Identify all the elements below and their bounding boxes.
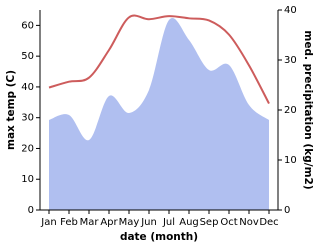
x-tick-label: Aug [179,217,199,228]
x-tick-label: Oct [220,217,237,228]
x-tick-label: Dec [259,217,278,228]
y-tick-label: 50 [21,51,34,62]
x-tick-label: Jul [162,217,175,228]
y2-tick-label: 10 [284,155,297,166]
x-tick-label: Jun [140,217,157,228]
temp-line [48,14,270,105]
precip-area [49,18,269,210]
y-tick-label: 10 [21,174,34,185]
y-tick-label: 0 [28,205,34,216]
y-tick-label: 30 [21,113,34,124]
x-tick-label: Jan [40,217,56,228]
y-tick-label: 40 [21,82,34,93]
x-tick-label: May [119,217,140,228]
y-tick-label: 60 [21,20,34,31]
y2-tick-label: 0 [284,205,290,216]
y2-tick-label: 30 [284,55,297,66]
y-tick-label: 20 [21,143,34,154]
y2-tick-label: 40 [284,5,297,16]
y2-tick-label: 20 [284,105,297,116]
x-tick-label: Mar [80,217,100,228]
x-tick-label: Nov [239,217,259,228]
x-tick-label: Feb [60,217,78,228]
x-tick-label: Apr [100,217,118,228]
y-axis-label: max temp (C) [5,70,17,150]
x-axis-label: date (month) [120,231,198,243]
y2-axis-label: med. precipitation (kg/m2) [302,30,314,189]
x-tick-label: Sep [200,217,219,228]
